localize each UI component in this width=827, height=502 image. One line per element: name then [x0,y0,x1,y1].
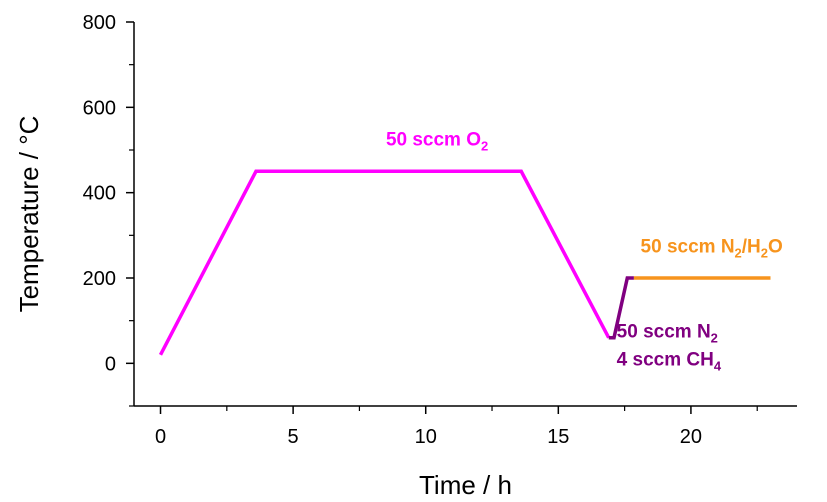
annotation-text: 4 sccm CH [617,349,714,370]
x-tick-label: 0 [155,426,166,448]
annotation-ch4: 4 sccm CH4 [617,349,722,373]
subscript: 2 [761,245,768,260]
subscript: 2 [735,245,742,260]
y-tick-label: 600 [83,97,116,119]
series-group [158,169,771,356]
x-tick-label: 10 [415,426,437,448]
annotation-o2: 50 sccm O2 [386,130,488,154]
y-tick-label: 800 [83,12,116,34]
annotation-n2h2o: 50 sccm N2/H2O [641,236,783,260]
x-tick-label: 5 [288,426,299,448]
x-tick-label: 15 [547,426,569,448]
annotation-n2: 50 sccm N2 [617,322,718,346]
x-tick-label: 20 [680,426,702,448]
annotation-text: 50 sccm O [386,130,481,151]
annotation-text: /H [742,236,761,257]
subscript: 2 [481,139,488,154]
y-tick-label: 400 [83,183,116,205]
series-line-2 [608,276,634,340]
annotation-text: O [768,236,783,257]
y-tick-label: 0 [105,353,116,375]
x-axis-title: Time / h [419,470,512,500]
subscript: 2 [711,331,718,346]
series-line-1 [158,169,611,356]
y-tick-label: 200 [83,268,116,290]
annotation-text: 50 sccm N [641,236,735,257]
y-axis-title: Temperature / °C [14,116,44,313]
annotation-text: 50 sccm N [617,322,711,343]
subscript: 4 [714,358,722,373]
